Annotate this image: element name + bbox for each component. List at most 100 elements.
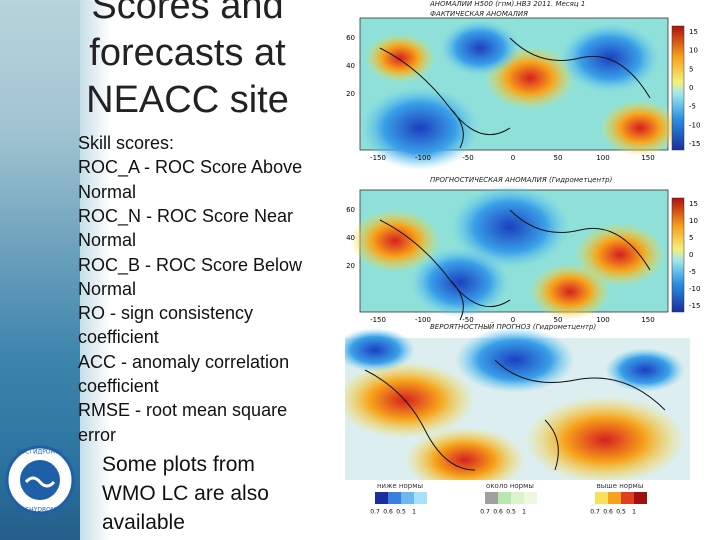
logo-bottom: ROSHYDROMET — [16, 507, 63, 514]
body-line: ROC_A - ROC Score Above — [78, 157, 303, 178]
legend-tick: 0.7 — [370, 509, 380, 516]
colorbar-label: 5 — [689, 234, 693, 242]
slide-title: Scores and — [91, 0, 284, 27]
logo: РОСГИДРОМЕТ ROSHYDROMET — [5, 445, 75, 515]
body-line: Normal — [78, 278, 137, 299]
body-line: ROC_B - ROC Score Below — [78, 254, 303, 275]
colorbar — [671, 25, 685, 151]
body-line: coefficient — [78, 376, 159, 396]
anomaly-blob — [450, 184, 570, 269]
anomaly-blob — [600, 100, 680, 156]
legend-swatch — [414, 492, 427, 504]
colorbar-label: -15 — [689, 140, 700, 148]
body-line: Skill scores: — [78, 133, 175, 153]
x-tick-label: -100 — [415, 154, 431, 162]
y-tick-label: 40 — [346, 62, 355, 70]
legend-label: выше нормы — [597, 482, 644, 490]
x-tick-label: 50 — [554, 316, 563, 324]
legend-tick: 0.5 — [616, 509, 626, 516]
colorbar-label: -10 — [689, 285, 700, 293]
legend-tick: 0.6 — [603, 509, 613, 516]
colorbar-label: -5 — [689, 103, 696, 111]
x-tick-label: 0 — [511, 154, 515, 162]
x-tick-label: -100 — [415, 316, 431, 324]
x-tick-label: -50 — [462, 154, 473, 162]
footer-line: available — [102, 511, 185, 534]
colorbar-label: -15 — [689, 302, 700, 310]
probability-blob — [405, 427, 525, 493]
colorbar-label: 15 — [689, 28, 698, 36]
legend-swatch — [608, 492, 621, 504]
slide-title: NEACC site — [86, 79, 289, 121]
legend-label: около нормы — [486, 482, 534, 490]
anomaly-blob — [530, 263, 610, 320]
colorbar — [671, 197, 685, 313]
anomaly-blob — [350, 209, 440, 273]
probability-blob — [455, 327, 575, 393]
legend-tick: 0.6 — [493, 509, 503, 516]
colorbar-label: 10 — [689, 47, 698, 55]
map-figures: АНОМАЛИИ H500 (гпм).НВЗ 2011. Месяц 1 ФАК… — [345, 0, 700, 520]
y-tick-label: 20 — [346, 262, 355, 270]
x-tick-label: 0 — [511, 316, 515, 324]
y-tick-label: 60 — [346, 34, 355, 42]
x-tick-label: 50 — [554, 154, 563, 162]
legend-tick: 0.5 — [506, 509, 516, 516]
legend-tick: 0.5 — [396, 509, 406, 516]
body-line: coefficient — [78, 327, 159, 348]
colorbar-label: 0 — [689, 251, 693, 259]
anomaly-blob — [410, 247, 510, 318]
body-line: RO - sign consistency — [78, 303, 254, 324]
y-tick-label: 40 — [346, 234, 355, 242]
probability-blob — [345, 328, 415, 372]
anomaly-blob — [575, 223, 665, 287]
legend-swatch — [524, 492, 537, 504]
x-tick-label: 100 — [596, 154, 609, 162]
footer-line: Some plots from — [102, 453, 255, 476]
body-line: ROC_N - ROC Score Near — [78, 205, 294, 226]
legend-swatch — [595, 492, 608, 504]
logo-top: РОСГИДРОМЕТ — [17, 449, 64, 456]
body-line: ACC - anomaly correlation — [78, 351, 290, 372]
map-title: ВЕРОЯТНОСТНЫЙ ПРОГНОЗ (Гидрометцентр) — [430, 322, 596, 331]
colorbar-label: 5 — [689, 65, 693, 73]
x-tick-label: 100 — [596, 316, 609, 324]
body-line: Normal — [78, 181, 137, 202]
legend-swatch — [388, 492, 401, 504]
probability-blob — [605, 348, 685, 392]
colorbar-label: 10 — [689, 217, 698, 225]
body-line: RMSE - root mean square — [78, 400, 288, 421]
anomaly-blob — [440, 20, 520, 76]
y-tick-label: 60 — [346, 206, 355, 214]
x-tick-label: -50 — [462, 316, 473, 324]
probability-blob — [345, 361, 475, 439]
legend-swatch — [511, 492, 524, 504]
legend-swatch — [375, 492, 388, 504]
body-line: Normal — [78, 230, 137, 251]
y-tick-label: 20 — [346, 90, 355, 98]
colorbar-label: -10 — [689, 121, 700, 129]
legend-tick: 0.7 — [480, 509, 490, 516]
legend-label: ниже нормы — [377, 482, 423, 490]
colorbar-label: 0 — [689, 84, 693, 92]
coastline — [379, 37, 651, 149]
legend-tick: 1 — [522, 509, 526, 516]
anomaly-blob — [360, 86, 480, 170]
map-title: ФАКТИЧЕСКАЯ АНОМАЛИЯ — [430, 10, 528, 18]
legend-swatch — [498, 492, 511, 504]
x-tick-label: -150 — [370, 316, 386, 324]
x-tick-label: 150 — [641, 154, 654, 162]
x-tick-label: -150 — [370, 154, 386, 162]
colorbar-label: -5 — [689, 268, 696, 276]
legend-tick: 0.7 — [590, 509, 600, 516]
body-line: error — [78, 424, 117, 445]
probability-blob — [525, 396, 685, 484]
footer-line: WMO LC are also — [102, 482, 269, 505]
legend-tick: 0.6 — [383, 509, 393, 516]
colorbar-label: 15 — [689, 200, 698, 208]
legend-tick: 1 — [412, 509, 416, 516]
legend-swatch — [485, 492, 498, 504]
anomaly-blob — [560, 23, 660, 93]
coastline — [379, 209, 651, 321]
